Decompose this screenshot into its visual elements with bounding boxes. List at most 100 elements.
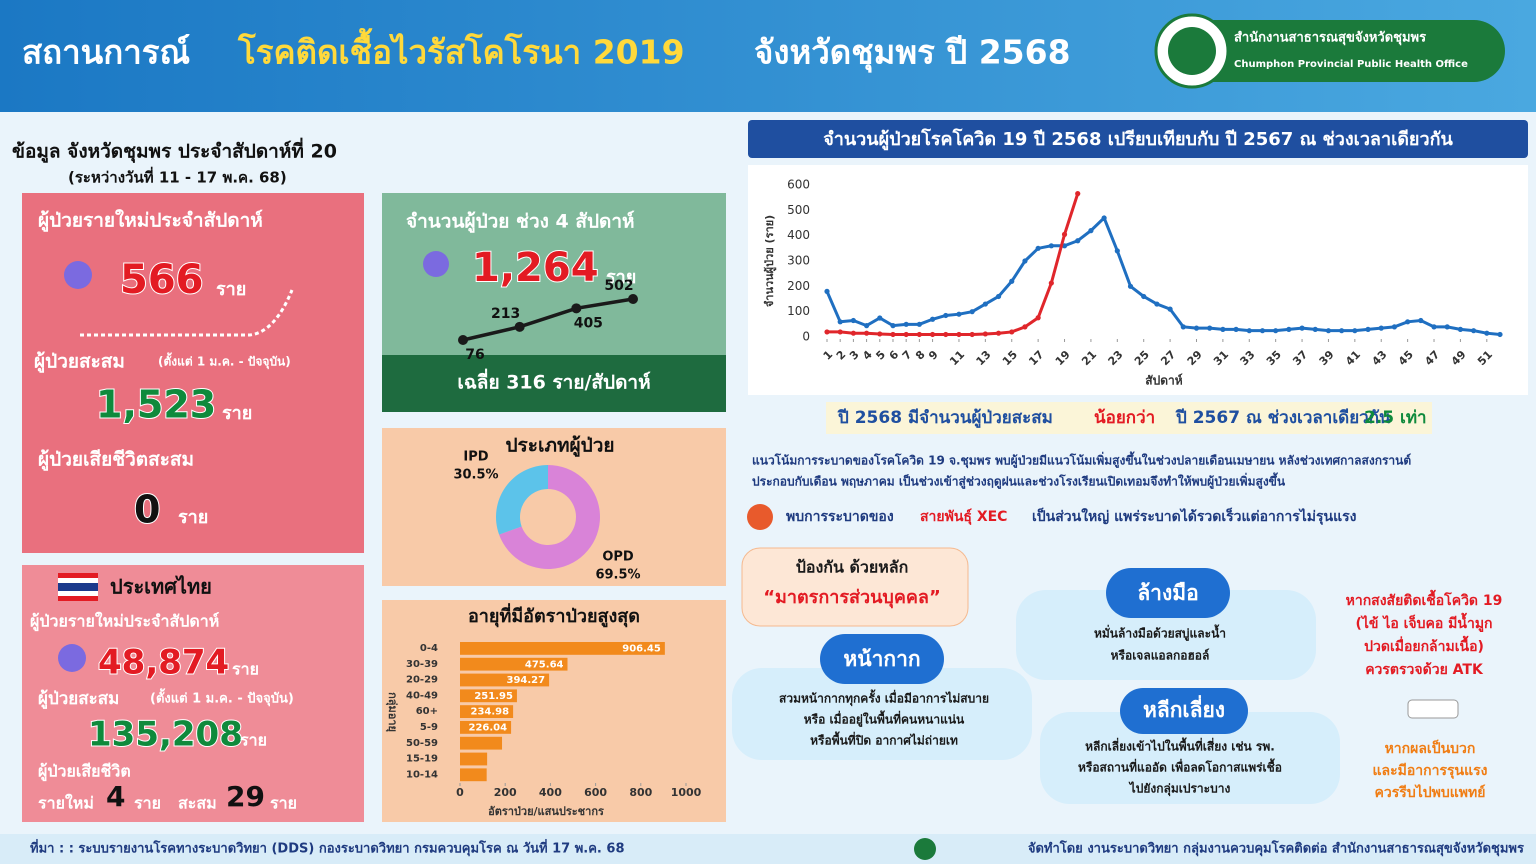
point bbox=[1352, 328, 1358, 334]
y-tick-label: 600 bbox=[787, 178, 810, 192]
y-tick-label: 40-49 bbox=[406, 690, 438, 701]
avoid-box bbox=[1040, 712, 1340, 804]
point bbox=[1259, 328, 1266, 334]
mask-text: หรือ เมื่ออยู่ในพื้นที่คนหนาแน่น bbox=[804, 710, 965, 728]
point bbox=[458, 335, 468, 345]
x-tick-label: 800 bbox=[629, 786, 652, 799]
advice-text: หากผลเป็นบวก bbox=[1385, 739, 1476, 757]
line-panel bbox=[748, 165, 1528, 395]
bar bbox=[460, 705, 514, 718]
y-tick-label: 300 bbox=[787, 254, 810, 268]
point bbox=[863, 330, 870, 336]
y-tick-label: 30-39 bbox=[406, 659, 438, 670]
point bbox=[929, 331, 936, 338]
point bbox=[1378, 325, 1384, 331]
x-axis-label: อัตราป่วย/แสนประชากร bbox=[488, 805, 604, 818]
point bbox=[1022, 324, 1028, 330]
unit: ราย bbox=[178, 507, 208, 528]
trend-text: ประกอบกับเดือน พฤษภาคม เป็นช่วงเข้าสู่ช่… bbox=[752, 472, 1286, 490]
point bbox=[571, 303, 582, 314]
mask-text: หรือพื้นที่ปิด อากาศไม่ถ่ายเท bbox=[810, 731, 958, 748]
point bbox=[943, 331, 949, 338]
pie-slice bbox=[499, 465, 601, 570]
xec: เป็นส่วนใหญ่ แพร่ระบาดได้รวดเร็วแต่อาการ… bbox=[1032, 507, 1357, 525]
value-label: 76 bbox=[465, 347, 484, 363]
point bbox=[1431, 324, 1437, 330]
pie-label: OPD bbox=[602, 550, 634, 565]
avoid-text: ไปยังกลุ่มเปราะบาง bbox=[1128, 781, 1231, 797]
chart-title-banner bbox=[748, 120, 1528, 158]
y-tick-label: 0 bbox=[802, 330, 810, 344]
point bbox=[956, 311, 962, 317]
point bbox=[903, 331, 909, 338]
trend-text: แนวโน้มการระบาดของโรคโควิด 19 จ.ชุมพร พบ… bbox=[752, 451, 1411, 469]
point bbox=[1286, 326, 1292, 332]
advice-text: ควรรีบไปพบแพทย์ bbox=[1375, 783, 1486, 801]
handwash-text: หมั่นล้างมือด้วยสบู่และน้ำ bbox=[1094, 624, 1226, 642]
y-axis-label: กลุ่มอายุ bbox=[385, 692, 399, 732]
line bbox=[825, 215, 1501, 336]
pie-title: ประเภทผู้ป่วย bbox=[505, 435, 614, 458]
prevention-heading: ป้องกัน ด้วยหลัก bbox=[796, 558, 909, 577]
org-badge bbox=[1160, 20, 1505, 82]
avoid-pill bbox=[1120, 688, 1248, 734]
bar bbox=[460, 721, 512, 734]
point bbox=[1127, 283, 1134, 289]
prevention-subheading: “มาตรการส่วนบุคคล” bbox=[763, 587, 941, 609]
advice-text: ปวดเมื่อยกล้ามเนื้อ) bbox=[1364, 635, 1484, 655]
point bbox=[824, 329, 830, 335]
title: สถานการณ์ bbox=[22, 33, 190, 72]
unit: ราย bbox=[270, 794, 297, 813]
point bbox=[837, 319, 843, 325]
pie-slice bbox=[496, 465, 548, 535]
label: จำนวนผู้ป่วย ช่วง 4 สัปดาห์ bbox=[406, 211, 635, 234]
advice-text: หากสงสัยติดเชื้อโควิด 19 bbox=[1346, 589, 1503, 609]
point bbox=[1009, 329, 1015, 335]
point bbox=[1273, 328, 1279, 334]
point bbox=[1471, 328, 1477, 334]
mask-text: สวมหน้ากากทุกครั้ง เมื่อมีอาการไม่สบาย bbox=[779, 689, 989, 707]
summary: 2.5 เท่า bbox=[1364, 408, 1427, 428]
xec: สายพันธุ์ XEC bbox=[920, 508, 1007, 525]
point bbox=[1497, 331, 1503, 338]
flag bbox=[58, 573, 98, 578]
y-tick-label: 10-14 bbox=[406, 769, 438, 780]
point bbox=[1207, 325, 1213, 331]
label: ผู้ป่วยรายใหม่ประจำสัปดาห์ bbox=[30, 612, 219, 633]
value-label: 502 bbox=[604, 278, 633, 294]
point bbox=[1035, 315, 1041, 321]
point bbox=[1339, 328, 1345, 334]
virus-icon bbox=[747, 504, 773, 530]
value-label: 405 bbox=[574, 315, 603, 331]
info-heading: ข้อมูล จังหวัดชุมพร ประจำสัปดาห์ที่ 20 bbox=[12, 138, 337, 164]
unit: ราย bbox=[222, 403, 252, 424]
footer-source: ที่มา : : ระบบรายงานโรคทางระบาดวิทยา (DD… bbox=[30, 839, 624, 857]
point bbox=[890, 331, 896, 338]
y-tick-label: 400 bbox=[787, 228, 810, 242]
point bbox=[877, 315, 883, 321]
x-tick-label: 200 bbox=[494, 786, 517, 799]
value: 29 bbox=[226, 780, 265, 813]
value-label: 475.64 bbox=[525, 659, 564, 670]
bar bbox=[460, 657, 568, 671]
line bbox=[462, 297, 634, 342]
y-tick-label: 500 bbox=[787, 203, 810, 217]
point bbox=[982, 301, 988, 307]
point bbox=[1048, 280, 1054, 286]
point bbox=[1220, 326, 1226, 332]
summary: น้อยกว่า bbox=[1094, 408, 1155, 428]
value-label: 234.98 bbox=[471, 707, 510, 718]
point bbox=[969, 309, 975, 315]
point bbox=[837, 329, 843, 335]
point bbox=[982, 331, 988, 337]
value-label: 213 bbox=[491, 306, 520, 322]
virus-icon bbox=[58, 644, 86, 672]
title: จังหวัดชุมพร ปี 2568 bbox=[754, 33, 1071, 74]
point bbox=[850, 330, 856, 336]
point bbox=[916, 321, 922, 327]
value-label: 906.45 bbox=[622, 644, 661, 655]
point bbox=[1075, 238, 1081, 244]
label: ผู้ป่วยเสียชีวิตสะสม bbox=[38, 449, 194, 472]
chart-title: จำนวนผู้ป่วยโรคโควิด 19 ปี 2568 เปรียบเท… bbox=[823, 128, 1453, 151]
